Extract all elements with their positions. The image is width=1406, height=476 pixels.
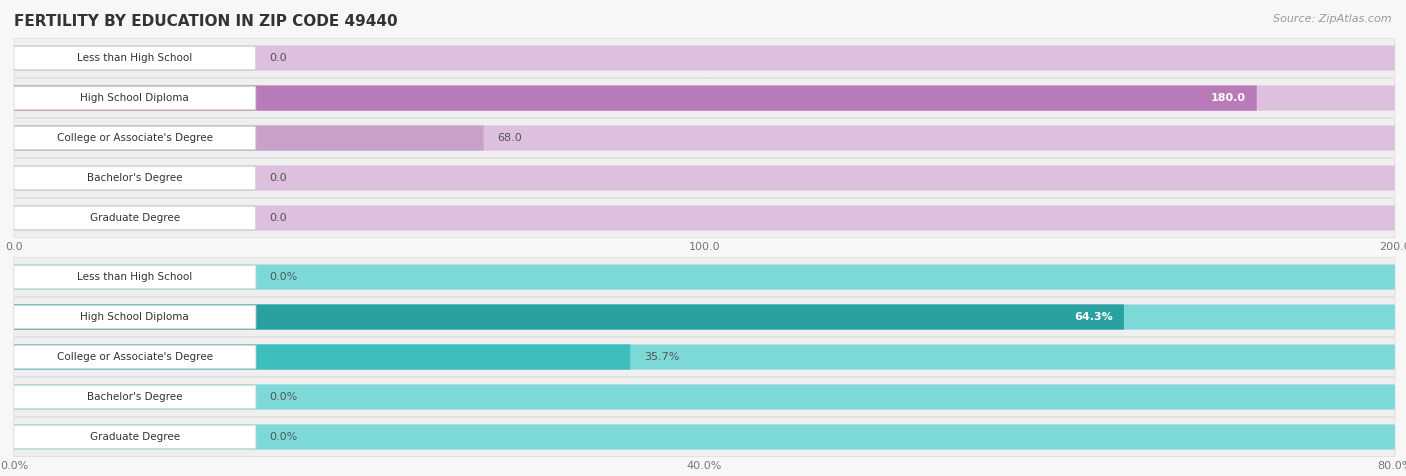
FancyBboxPatch shape	[14, 166, 256, 190]
FancyBboxPatch shape	[14, 86, 256, 110]
Text: College or Associate's Degree: College or Associate's Degree	[56, 352, 212, 362]
Text: 180.0: 180.0	[1211, 93, 1246, 103]
Text: Bachelor's Degree: Bachelor's Degree	[87, 392, 183, 402]
FancyBboxPatch shape	[14, 39, 1395, 78]
FancyBboxPatch shape	[14, 46, 256, 70]
Text: 35.7%: 35.7%	[644, 352, 679, 362]
FancyBboxPatch shape	[14, 265, 1395, 289]
FancyBboxPatch shape	[14, 86, 1257, 110]
FancyBboxPatch shape	[14, 159, 1395, 198]
FancyBboxPatch shape	[14, 345, 256, 369]
FancyBboxPatch shape	[14, 345, 1395, 369]
FancyBboxPatch shape	[14, 385, 256, 409]
FancyBboxPatch shape	[14, 206, 1395, 230]
FancyBboxPatch shape	[14, 417, 1395, 456]
FancyBboxPatch shape	[14, 79, 1395, 118]
FancyBboxPatch shape	[14, 206, 256, 230]
FancyBboxPatch shape	[14, 385, 1395, 409]
FancyBboxPatch shape	[14, 425, 256, 449]
FancyBboxPatch shape	[14, 305, 1123, 329]
FancyBboxPatch shape	[14, 337, 1395, 377]
FancyBboxPatch shape	[14, 198, 1395, 238]
FancyBboxPatch shape	[14, 119, 1395, 158]
Text: Bachelor's Degree: Bachelor's Degree	[87, 173, 183, 183]
Text: 0.0%: 0.0%	[270, 392, 298, 402]
FancyBboxPatch shape	[14, 126, 1395, 150]
Text: FERTILITY BY EDUCATION IN ZIP CODE 49440: FERTILITY BY EDUCATION IN ZIP CODE 49440	[14, 14, 398, 30]
FancyBboxPatch shape	[14, 425, 1395, 449]
FancyBboxPatch shape	[14, 166, 1395, 190]
FancyBboxPatch shape	[14, 305, 256, 329]
FancyBboxPatch shape	[14, 126, 256, 150]
Text: 0.0: 0.0	[270, 213, 287, 223]
Text: 0.0: 0.0	[270, 53, 287, 63]
FancyBboxPatch shape	[14, 126, 484, 150]
Text: College or Associate's Degree: College or Associate's Degree	[56, 133, 212, 143]
FancyBboxPatch shape	[14, 46, 1395, 70]
Text: 0.0: 0.0	[270, 173, 287, 183]
Text: Less than High School: Less than High School	[77, 53, 193, 63]
Text: 64.3%: 64.3%	[1074, 312, 1112, 322]
FancyBboxPatch shape	[14, 298, 1395, 337]
FancyBboxPatch shape	[14, 377, 1395, 416]
Text: 0.0%: 0.0%	[270, 432, 298, 442]
FancyBboxPatch shape	[14, 86, 1395, 110]
FancyBboxPatch shape	[14, 258, 1395, 297]
Text: Source: ZipAtlas.com: Source: ZipAtlas.com	[1274, 14, 1392, 24]
FancyBboxPatch shape	[14, 345, 630, 369]
Text: Less than High School: Less than High School	[77, 272, 193, 282]
Text: Graduate Degree: Graduate Degree	[90, 432, 180, 442]
Text: High School Diploma: High School Diploma	[80, 93, 190, 103]
Text: High School Diploma: High School Diploma	[80, 312, 190, 322]
FancyBboxPatch shape	[14, 265, 256, 289]
Text: 0.0%: 0.0%	[270, 272, 298, 282]
Text: 68.0: 68.0	[498, 133, 522, 143]
FancyBboxPatch shape	[14, 305, 1395, 329]
Text: Graduate Degree: Graduate Degree	[90, 213, 180, 223]
